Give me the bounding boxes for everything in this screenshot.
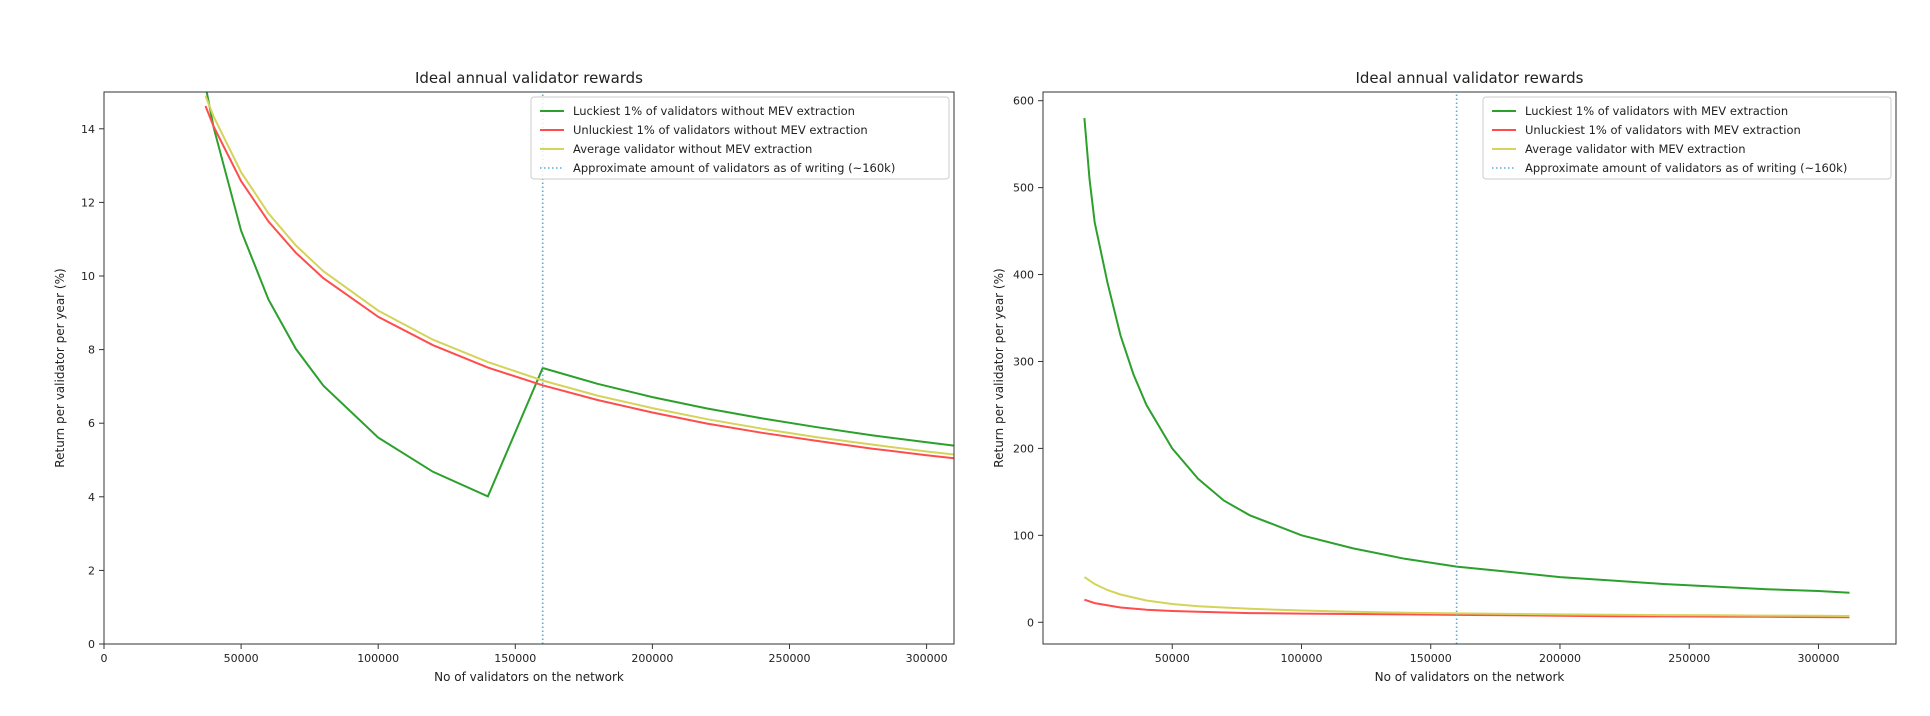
series-line-2	[1084, 598, 1850, 619]
series-line-1	[1083, 118, 1850, 594]
y-tick-label: 6	[88, 417, 95, 430]
y-axis-label: Return per validator per year (%)	[992, 268, 1006, 467]
x-tick-label: 300000	[906, 652, 948, 665]
legend-entry: Average validator without MEV extraction	[573, 142, 812, 156]
y-tick-label: 14	[81, 123, 95, 136]
series-line-1	[205, 92, 954, 498]
series-group	[204, 92, 954, 644]
legend-entry: Luckiest 1% of validators with MEV extra…	[1525, 104, 1788, 118]
x-tick-label: 250000	[768, 652, 810, 665]
chart-title: Ideal annual validator rewards	[415, 69, 643, 87]
chart-title: Ideal annual validator rewards	[1355, 69, 1583, 87]
x-tick-label: 100000	[1280, 652, 1322, 665]
x-tick-label: 100000	[357, 652, 399, 665]
x-tick-label: 0	[101, 652, 108, 665]
chart-2: Ideal annual validator rewards No of vali…	[992, 69, 1897, 684]
series-line-2	[204, 105, 954, 460]
y-tick-label: 400	[1013, 269, 1034, 282]
legend-entry: Unluckiest 1% of validators without MEV …	[573, 123, 868, 137]
x-tick-label: 50000	[1155, 652, 1190, 665]
y-tick-label: 12	[81, 196, 95, 209]
legend-entry: Unluckiest 1% of validators with MEV ext…	[1525, 123, 1801, 137]
y-tick-label: 4	[88, 491, 95, 504]
legend-entry: Luckiest 1% of validators without MEV ex…	[573, 104, 855, 118]
x-tick-label: 150000	[1410, 652, 1452, 665]
x-tick-label: 250000	[1668, 652, 1710, 665]
chart-1: Ideal annual validator rewards No of vali…	[53, 69, 955, 684]
x-tick-label: 150000	[494, 652, 536, 665]
y-tick-label: 200	[1013, 442, 1034, 455]
legend-entry: Approximate amount of validators as of w…	[1525, 161, 1847, 175]
x-tick-label: 300000	[1797, 652, 1839, 665]
y-tick-label: 2	[88, 564, 95, 577]
legend-entry: Approximate amount of validators as of w…	[573, 161, 895, 175]
plot-frame	[103, 91, 955, 645]
series-group	[1083, 92, 1850, 644]
x-axis-label: No of validators on the network	[434, 670, 624, 684]
y-tick-label: 8	[88, 344, 95, 357]
series-line-3	[1083, 576, 1850, 617]
y-tick-label: 500	[1013, 182, 1034, 195]
series-line-3	[204, 95, 954, 456]
x-tick-label: 200000	[631, 652, 673, 665]
y-tick-label: 100	[1013, 529, 1034, 542]
y-tick-label: 300	[1013, 355, 1034, 368]
y-tick-label: 0	[88, 638, 95, 651]
x-axis-label: No of validators on the network	[1375, 670, 1565, 684]
legend-entry: Average validator with MEV extraction	[1525, 142, 1745, 156]
y-tick-label: 600	[1013, 95, 1034, 108]
x-tick-label: 200000	[1539, 652, 1581, 665]
legend-box	[1482, 96, 1892, 180]
y-axis-label: Return per validator per year (%)	[53, 268, 67, 467]
x-tick-label: 50000	[224, 652, 259, 665]
legend-box	[530, 96, 950, 180]
y-tick-label: 0	[1027, 616, 1034, 629]
y-tick-label: 10	[81, 270, 95, 283]
plot-frame	[1042, 91, 1897, 645]
legend: Luckiest 1% of validators without MEV ex…	[530, 96, 950, 180]
legend: Luckiest 1% of validators with MEV extra…	[1482, 96, 1892, 180]
